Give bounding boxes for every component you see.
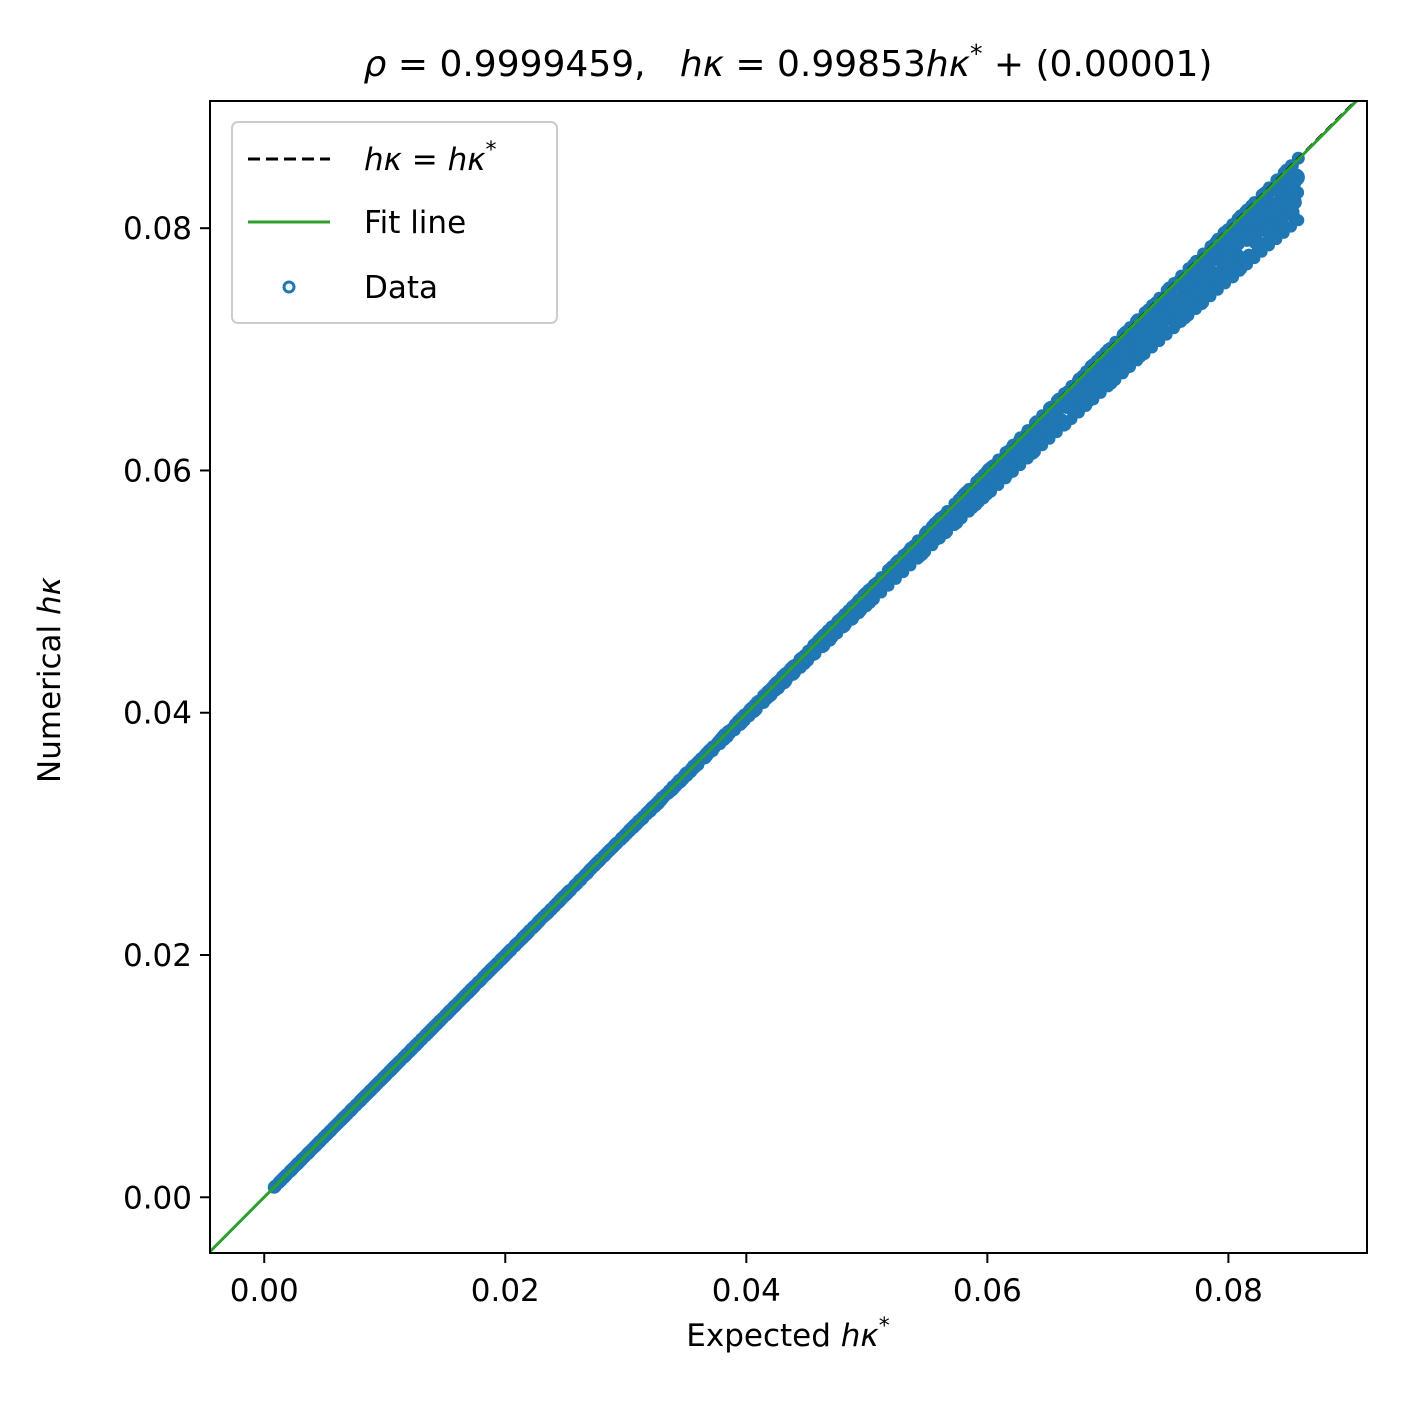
legend-box (231, 121, 558, 324)
x-axis-ticks: 0.00 0.02 0.04 0.06 0.08 (230, 1253, 1263, 1309)
scatter-point (1275, 213, 1289, 227)
scatter-point (1207, 266, 1221, 280)
y-tick-label: 0.08 (123, 211, 192, 247)
y-tick-label: 0.06 (123, 453, 192, 489)
fit-line (210, 101, 1359, 1253)
plot-area (210, 101, 1359, 1253)
x-axis-label: Expected hκ* (686, 1314, 889, 1354)
y-tick-label: 0.00 (123, 1180, 192, 1216)
legend-identity-star: * (486, 138, 497, 163)
title-star: * (970, 39, 983, 68)
legend-identity-rhs: hκ (448, 142, 487, 178)
y-axis-label: Numerical hκ (32, 576, 68, 783)
title-hk: hκ (680, 44, 725, 85)
axes-frame (209, 100, 1368, 1254)
scatter-point (1286, 168, 1305, 187)
scatter-point (1291, 186, 1305, 199)
x-axis-label-star: * (879, 1314, 890, 1339)
scatter-point (1158, 307, 1172, 321)
x-tick-label: 0.08 (1194, 1273, 1263, 1309)
scatter-point (1165, 296, 1179, 310)
legend-data-label: Data (364, 270, 438, 306)
x-tick-label: 0.04 (712, 1273, 781, 1309)
scatter-point (1193, 283, 1207, 297)
title-rho: ρ (364, 44, 387, 85)
legend: hκ = hκ* Fit line Data (231, 121, 558, 324)
legend-identity-label: hκ = hκ* (364, 138, 497, 178)
scatter-point (1120, 345, 1134, 359)
title-slope: = 0.99853 (724, 44, 926, 85)
scatter-point (1292, 214, 1305, 227)
y-tick-label: 0.04 (123, 696, 192, 732)
scatter-point (1190, 268, 1204, 282)
legend-identity-eq: = (402, 142, 448, 178)
chart-title: ρ = 0.9999459, hκ = 0.99853hκ* + (0.0000… (364, 39, 1213, 85)
y-tick-label: 0.02 (123, 938, 192, 974)
x-tick-label: 0.00 (230, 1273, 299, 1309)
scatter-point (1241, 231, 1255, 245)
x-tick-label: 0.02 (471, 1273, 540, 1309)
scatter-point (1279, 195, 1293, 209)
title-intercept: + (0.00001) (982, 44, 1212, 85)
x-axis-label-symbol: hκ (841, 1318, 880, 1354)
y-axis-label-text: Numerical (32, 615, 68, 783)
y-axis-label-symbol: hκ (32, 576, 68, 615)
y-axis-ticks: 0.00 0.02 0.04 0.06 0.08 (123, 211, 210, 1216)
x-tick-label: 0.06 (953, 1273, 1022, 1309)
legend-identity-lhs: hκ (364, 142, 403, 178)
legend-data-marker (282, 280, 296, 294)
x-axis-label-text: Expected (686, 1318, 841, 1354)
legend-fit-label: Fit line (364, 205, 466, 241)
title-rho-value: = 0.9999459, (386, 44, 680, 85)
title-hk-star: hκ (926, 44, 971, 85)
scatter-point (1252, 215, 1266, 228)
